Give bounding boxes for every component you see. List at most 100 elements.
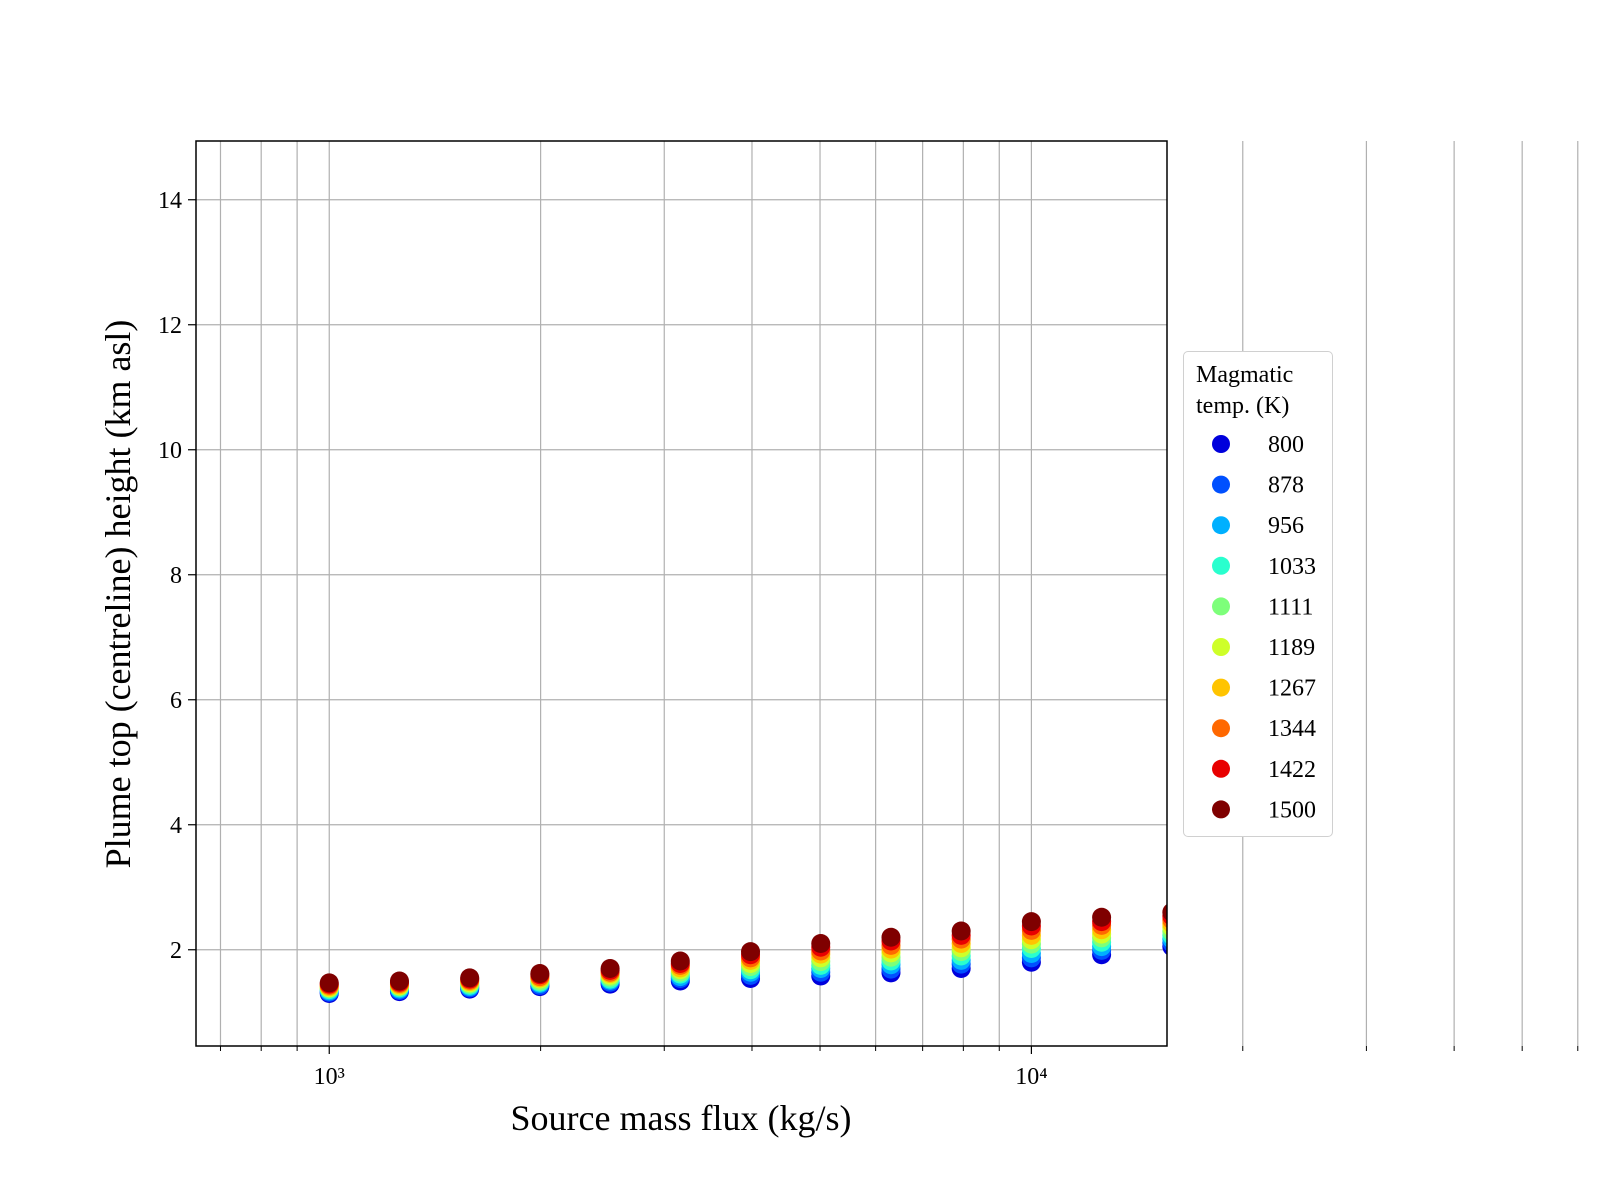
legend-marker [1212, 475, 1230, 494]
point [1303, 908, 1322, 927]
point [1303, 901, 1322, 920]
point [1303, 894, 1322, 913]
plot-frame [195, 140, 1168, 1047]
legend-label: 878 [1268, 473, 1304, 499]
point [1513, 885, 1532, 904]
point [1443, 891, 1462, 910]
y-tick-label: 10 [158, 438, 182, 464]
point [1373, 881, 1392, 900]
point [319, 973, 339, 993]
legend-marker [1212, 556, 1230, 575]
legend-marker [1212, 435, 1230, 453]
point [1443, 880, 1462, 899]
point [1233, 924, 1252, 943]
point [1584, 871, 1600, 890]
point [811, 934, 831, 953]
point [1233, 917, 1252, 936]
point [741, 942, 761, 962]
legend-label: 1033 [1268, 554, 1316, 580]
point [1303, 891, 1322, 910]
point [1443, 877, 1462, 896]
point [1303, 915, 1322, 934]
point [1443, 882, 1462, 901]
point [1303, 898, 1322, 917]
point [670, 951, 690, 971]
point [1443, 894, 1462, 913]
point [1092, 907, 1112, 927]
y-tick-label: 14 [158, 188, 182, 214]
point [1233, 920, 1252, 939]
point [1584, 877, 1600, 896]
point [1584, 865, 1600, 884]
point [1513, 874, 1532, 893]
point [1233, 913, 1252, 932]
point [1373, 884, 1392, 903]
x-tick-label: 10⁴ [1015, 1064, 1047, 1090]
point [1303, 887, 1322, 906]
point [1584, 868, 1600, 887]
y-tick-label: 12 [158, 313, 182, 339]
y-axis-label: Plume top (centreline) height (km asl) [98, 320, 138, 869]
point [1513, 895, 1532, 914]
point [1373, 897, 1392, 916]
point [881, 927, 901, 947]
legend-label: 1267 [1268, 676, 1316, 702]
point [1162, 904, 1167, 921]
point [1373, 907, 1392, 926]
point [1233, 893, 1252, 912]
point [951, 921, 971, 941]
legend-title: Magmatic temp. (K) [1196, 362, 1294, 419]
point [1233, 897, 1252, 916]
point [1584, 888, 1600, 907]
legend-label: 1189 [1268, 635, 1315, 661]
point [1513, 890, 1532, 909]
point [460, 968, 480, 988]
axes: 10³10⁴10⁵10⁶10⁷2468101214 [158, 140, 1579, 1090]
point [1373, 900, 1392, 919]
legend-marker [1212, 597, 1230, 616]
legend-marker [1212, 800, 1230, 819]
point [600, 959, 620, 978]
y-tick-label: 8 [170, 563, 182, 589]
legend-marker [1212, 638, 1230, 656]
legend-label: 1422 [1268, 757, 1316, 783]
legend-marker [1212, 678, 1230, 697]
grid [196, 141, 1579, 1046]
point [1513, 893, 1532, 912]
x-axis-label: Source mass flux (kg/s) [511, 1098, 852, 1138]
point [1303, 905, 1322, 924]
legend-marker [1212, 759, 1230, 778]
point [1233, 905, 1252, 924]
point [530, 964, 550, 983]
point [1584, 874, 1600, 893]
legend-label: 956 [1268, 513, 1304, 539]
point [1373, 894, 1392, 913]
point [1584, 885, 1600, 904]
point [1443, 900, 1462, 919]
point [1233, 928, 1252, 947]
point [1443, 885, 1462, 904]
y-tick-label: 6 [170, 688, 182, 714]
point [1373, 891, 1392, 910]
legend-label: 1344 [1268, 716, 1316, 742]
point [1513, 877, 1532, 896]
point [1513, 872, 1532, 891]
point [1021, 912, 1041, 932]
point [1373, 910, 1392, 929]
legend-entries: 800 878 956 1033 1111 1189 1267 1344 1422 1500 [1212, 432, 1316, 823]
y-tick-label: 4 [170, 813, 182, 839]
point [1233, 908, 1252, 927]
point [389, 971, 409, 991]
legend-label: 1111 [1268, 594, 1313, 620]
point [1584, 880, 1600, 899]
legend-marker [1212, 516, 1230, 535]
marks [319, 865, 1600, 1003]
point [1303, 918, 1322, 937]
y-tick-label: 2 [170, 938, 182, 964]
legend-label: 800 [1268, 432, 1304, 458]
legend-label: 1500 [1268, 797, 1316, 823]
legend-marker [1212, 719, 1230, 738]
point [1513, 887, 1532, 906]
